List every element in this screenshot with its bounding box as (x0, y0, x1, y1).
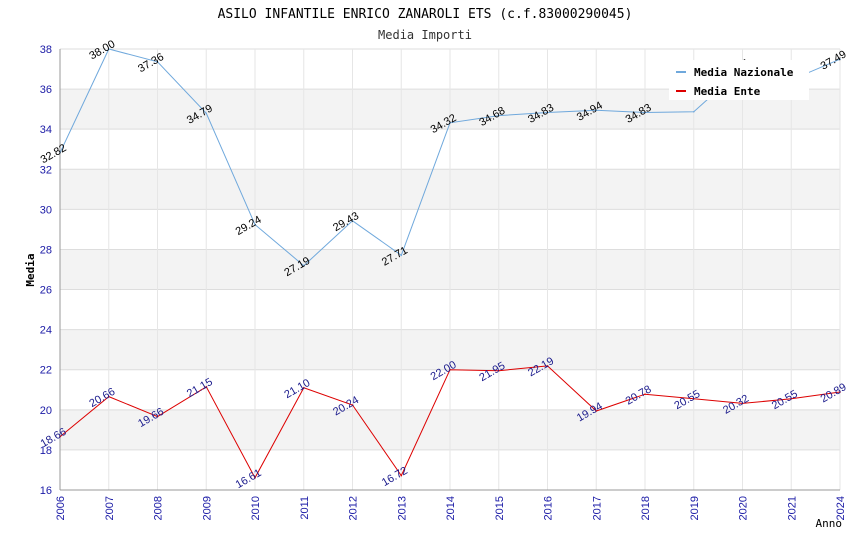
data-point (351, 404, 354, 406)
data-label: 20.55 (672, 388, 702, 412)
x-tick-label: 2008 (153, 496, 165, 520)
legend-box (669, 60, 809, 100)
data-point (156, 415, 159, 418)
data-point (254, 223, 256, 226)
y-tick-label: 34 (40, 124, 52, 136)
data-point (839, 391, 841, 393)
x-tick-label: 2020 (738, 496, 750, 520)
x-tick-label: 2017 (591, 496, 603, 520)
x-tick-label: 2021 (786, 496, 798, 520)
data-point (644, 111, 646, 114)
data-label: 20.66 (87, 386, 117, 410)
data-point (107, 48, 110, 50)
data-point (59, 435, 61, 438)
x-tick-label: 2019 (689, 496, 701, 520)
data-label: 38.00 (87, 38, 117, 62)
x-tick-label: 2018 (640, 496, 652, 520)
y-tick-label: 16 (40, 485, 52, 497)
data-point (205, 112, 208, 115)
x-tick-label: 2015 (494, 496, 506, 520)
data-point (302, 264, 305, 267)
y-tick-label: 30 (40, 204, 52, 216)
data-point (692, 397, 695, 400)
y-tick-label: 22 (40, 365, 52, 377)
data-label: 16.61 (234, 467, 264, 491)
x-tick-label: 2011 (299, 496, 311, 520)
y-axis-label: Media (24, 253, 37, 286)
data-label: 21.15 (185, 376, 215, 400)
data-point (839, 58, 841, 61)
grid-lines (59, 48, 841, 491)
x-tick-labels: 2006 2007 2008 2009 2010 2011 2012 2013 2014 2015… (55, 496, 847, 520)
data-point (351, 219, 354, 222)
data-point (546, 365, 549, 367)
y-tick-labels: 16 18 20 22 24 26 28 30 32 34 36 38 (40, 44, 52, 497)
data-label: 21.10 (282, 377, 312, 401)
data-point (449, 368, 451, 371)
data-label: 20.89 (819, 381, 849, 405)
legend-entry: Media Ente (694, 85, 761, 98)
data-point (595, 410, 598, 412)
x-tick-label: 2006 (55, 496, 67, 520)
data-point (205, 385, 208, 388)
data-point (400, 474, 403, 477)
data-point (254, 476, 256, 479)
y-tick-label: 18 (40, 445, 52, 457)
legend-entry: Media Nazionale (694, 66, 794, 79)
data-label: 29.24 (234, 214, 264, 238)
data-point (644, 393, 646, 395)
y-tick-label: 32 (40, 164, 52, 176)
data-label: 29.43 (331, 210, 361, 234)
data-label: 37.36 (136, 51, 166, 75)
data-point (595, 109, 598, 112)
chart-title: ASILO INFANTILE ENRICO ZANAROLI ETS (c.f… (218, 7, 633, 22)
data-point (59, 152, 61, 154)
data-label: 32.82 (39, 142, 69, 166)
data-point (497, 369, 500, 372)
y-tick-label: 28 (40, 244, 52, 256)
x-tick-label: 2007 (104, 496, 116, 520)
data-label: 16.72 (380, 465, 410, 489)
x-tick-label: 2009 (201, 496, 213, 520)
data-point (302, 386, 305, 389)
data-label: 37.49 (819, 48, 849, 72)
data-point (546, 111, 549, 114)
data-label: 20.78 (624, 383, 654, 407)
x-tick-label: 2024 (835, 496, 847, 520)
data-point (741, 402, 744, 405)
x-tick-label: 2012 (348, 496, 360, 520)
y-tick-label: 20 (40, 405, 52, 417)
data-point (449, 121, 451, 124)
data-point (497, 114, 500, 117)
y-tick-label: 38 (40, 44, 52, 56)
x-tick-label: 2014 (445, 496, 457, 520)
y-tick-label: 36 (40, 84, 52, 96)
data-label: 20.55 (770, 388, 800, 412)
x-tick-label: 2010 (250, 496, 262, 520)
legend: Media Nazionale Media Ente (669, 60, 809, 100)
data-point (692, 110, 695, 113)
x-tick-label: 2016 (543, 496, 555, 520)
y-tick-label: 26 (40, 285, 52, 297)
chart-subtitle: Media Importi (378, 28, 472, 42)
x-tick-label: 2013 (396, 496, 408, 520)
data-point (107, 395, 110, 398)
data-point (156, 61, 159, 63)
x-axis-label: Anno (816, 517, 843, 530)
data-point (400, 254, 403, 257)
y-tick-label: 24 (40, 325, 52, 337)
data-point (790, 397, 793, 400)
